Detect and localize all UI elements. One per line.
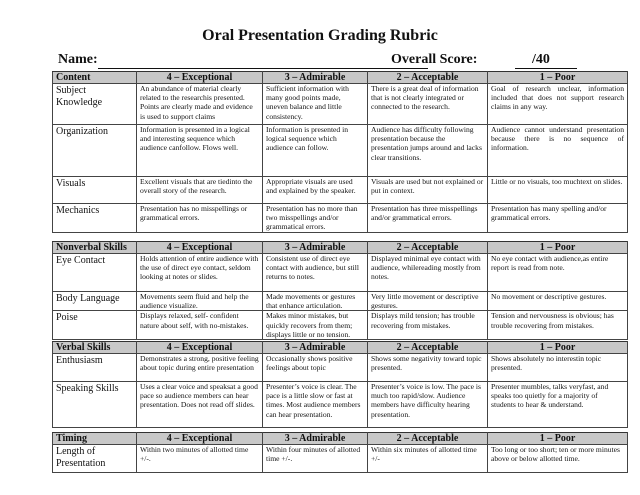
criterion-description: Presentation has no more than two misspe…	[262, 203, 368, 233]
score-column-header: 1 – Poor	[487, 432, 628, 445]
criterion-label: Visuals	[52, 176, 137, 204]
criterion-description: Presentation has many spelling and/or gr…	[487, 203, 628, 233]
criterion-description: Within four minutes of allotted time +/-…	[262, 444, 368, 473]
rubric-row: Visuals Excellent visuals that are tiedin…	[52, 176, 628, 204]
rubric-row: Eye Contact Holds attention of entire aud…	[52, 253, 628, 292]
criterion-description: Uses a clear voice and speaksat a good p…	[136, 381, 263, 428]
score-column-header: 2 – Acceptable	[367, 241, 488, 254]
criterion-description: Sufficient information with many good po…	[262, 83, 368, 125]
criterion-description: Displays mild tension; has trouble recov…	[367, 310, 488, 341]
score-column-header: 1 – Poor	[487, 341, 628, 354]
criterion-description: Presenter’s voice is clear. The pace is …	[262, 381, 368, 428]
section-header-row: Verbal Skills 4 – Exceptional 3 – Admirabl…	[52, 341, 628, 354]
score-column-header: 3 – Admirable	[262, 432, 368, 445]
criterion-description: Presenter’s voice is low. The pace is mu…	[367, 381, 488, 428]
criterion-label: Length of Presentation	[52, 444, 137, 473]
score-column-header: 4 – Exceptional	[136, 241, 263, 254]
rubric-row: Length of Presentation Within two minutes…	[52, 444, 628, 473]
criterion-description: Audience has difficulty following presen…	[367, 124, 488, 177]
criterion-description: Too long or too short; ten or more minut…	[487, 444, 628, 473]
criterion-description: Visuals are used but not explained or pu…	[367, 176, 488, 204]
rubric-row: Body Language Movements seem fluid and he…	[52, 290, 628, 312]
criterion-description: Within six minutes of allotted time +/-	[367, 444, 488, 473]
criterion-description: Occasionally shows positive feelings abo…	[262, 353, 368, 382]
section-header-row: Nonverbal Skills 4 – Exceptional 3 – Admir…	[52, 241, 628, 254]
criterion-description: Information is presented in a logical an…	[136, 124, 263, 177]
overall-score-field[interactable]	[515, 68, 577, 69]
criterion-label: Body Language	[52, 290, 137, 312]
criterion-description: No eye contact with audience,as entire r…	[487, 253, 628, 292]
criterion-description: Tension and nervousness is obvious; has …	[487, 310, 628, 341]
section-title: Content	[52, 71, 137, 84]
page-title: Oral Presentation Grading Rubric	[202, 27, 438, 44]
section-timing: Timing 4 – Exceptional 3 – Admirable 2 – Ac…	[52, 432, 628, 473]
criterion-description: Presentation has no misspellings or gram…	[136, 203, 263, 233]
criterion-description: Goal of research unclear, information in…	[487, 83, 628, 125]
score-column-header: 1 – Poor	[487, 241, 628, 254]
score-column-header: 4 – Exceptional	[136, 432, 263, 445]
criterion-description: An abundance of material clearly related…	[136, 83, 263, 125]
criterion-description: Within two minutes of allotted time +/-.	[136, 444, 263, 473]
score-column-header: 1 – Poor	[487, 71, 628, 84]
section-title: Timing	[52, 432, 137, 445]
score-column-header: 3 – Admirable	[262, 71, 368, 84]
rubric-row: Subject Knowledge An abundance of materia…	[52, 83, 628, 125]
criterion-label: Poise	[52, 310, 137, 341]
criterion-description: Presenter mumbles, talks veryfast, and s…	[487, 381, 628, 428]
criterion-description: Demonstrates a strong, positive feeling …	[136, 353, 263, 382]
criterion-label: Enthusiasm	[52, 353, 137, 382]
criterion-description: No movement or descriptive gestures.	[487, 290, 628, 312]
criterion-description: Makes minor mistakes, but quickly recove…	[262, 310, 368, 341]
criterion-description: Made movements or gestures that enhance …	[262, 290, 368, 312]
rubric-row: Organization Information is presented in …	[52, 124, 628, 177]
criterion-description: Presentation has three misspellings and/…	[367, 203, 488, 233]
criterion-description: Displays relaxed, self- confident nature…	[136, 310, 263, 341]
criterion-description: Information is presented in logical sequ…	[262, 124, 368, 177]
rubric-row: Speaking Skills Uses a clear voice and sp…	[52, 381, 628, 428]
criterion-description: Shows some negativity toward topic prese…	[367, 353, 488, 382]
section-header-row: Timing 4 – Exceptional 3 – Admirable 2 – Ac…	[52, 432, 628, 445]
criterion-description: Displayed minimal eye contact with audie…	[367, 253, 488, 292]
criterion-description: Consistent use of direct eye contact wit…	[262, 253, 368, 292]
section-nonverbal-skills: Nonverbal Skills 4 – Exceptional 3 – Admir…	[52, 241, 628, 341]
name-label: Name:	[58, 52, 98, 67]
criterion-description: There is a great deal of information tha…	[367, 83, 488, 125]
score-column-header: 4 – Exceptional	[136, 71, 263, 84]
criterion-label: Speaking Skills	[52, 381, 137, 428]
score-column-header: 2 – Acceptable	[367, 341, 488, 354]
criterion-description: Movements seem fluid and help the audien…	[136, 290, 263, 312]
score-column-header: 2 – Acceptable	[367, 432, 488, 445]
score-column-header: 2 – Acceptable	[367, 71, 488, 84]
section-header-row: Content 4 – Exceptional 3 – Admirable 2 – A…	[52, 71, 628, 84]
score-column-header: 3 – Admirable	[262, 241, 368, 254]
criterion-description: Excellent visuals that are tiedinto the …	[136, 176, 263, 204]
overall-score-max: /40	[532, 52, 550, 67]
criterion-description: Audience cannot understand presentation …	[487, 124, 628, 177]
criterion-description: Appropriate visuals are used and explain…	[262, 176, 368, 204]
criterion-description: Shows absolutely no interestin topic pre…	[487, 353, 628, 382]
criterion-label: Mechanics	[52, 203, 137, 233]
section-content: Content 4 – Exceptional 3 – Admirable 2 – A…	[52, 71, 628, 233]
criterion-description: Little or no visuals, too muchtext on sl…	[487, 176, 628, 204]
section-verbal-skills: Verbal Skills 4 – Exceptional 3 – Admirabl…	[52, 341, 628, 428]
section-title: Verbal Skills	[52, 341, 137, 354]
criterion-label: Subject Knowledge	[52, 83, 137, 125]
score-column-header: 3 – Admirable	[262, 341, 368, 354]
rubric-row: Poise Displays relaxed, self- confident n…	[52, 310, 628, 341]
name-field[interactable]	[98, 68, 428, 69]
criterion-label: Organization	[52, 124, 137, 177]
rubric-row: Mechanics Presentation has no misspelling…	[52, 203, 628, 233]
rubric-row: Enthusiasm Demonstrates a strong, positiv…	[52, 353, 628, 382]
criterion-description: Holds attention of entire audience with …	[136, 253, 263, 292]
criterion-label: Eye Contact	[52, 253, 137, 292]
score-column-header: 4 – Exceptional	[136, 341, 263, 354]
section-title: Nonverbal Skills	[52, 241, 137, 254]
criterion-description: Very little movement or descriptive gest…	[367, 290, 488, 312]
overall-score-label: Overall Score:	[391, 52, 478, 67]
